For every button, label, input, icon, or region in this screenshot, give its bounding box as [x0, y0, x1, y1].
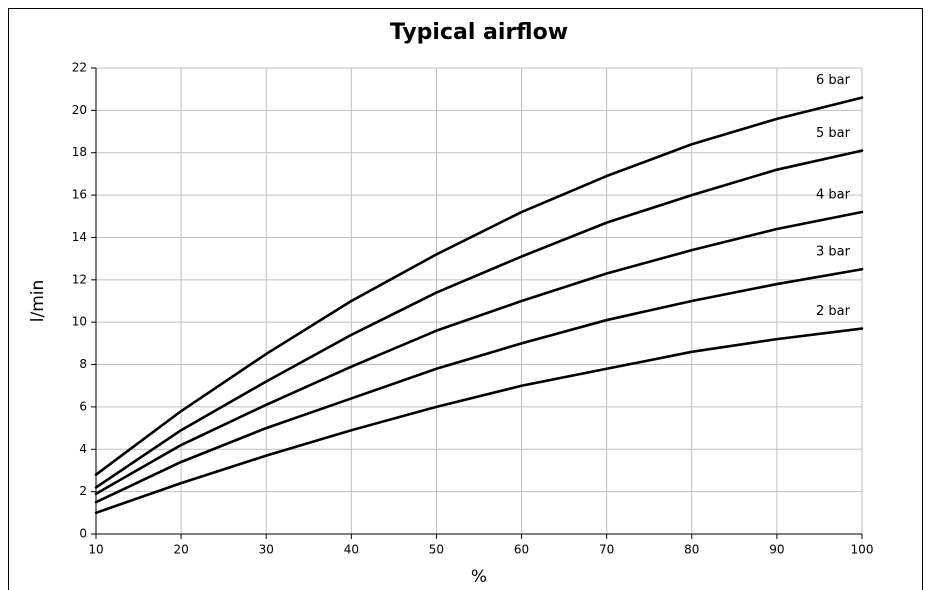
- y-tick-label: 4: [79, 442, 87, 456]
- x-tick-label: 80: [684, 543, 699, 557]
- x-tick-label: 50: [429, 543, 444, 557]
- x-tick-label: 70: [599, 543, 614, 557]
- line-series: [94, 96, 864, 476]
- x-axis-label: %: [471, 567, 487, 587]
- y-tick-label: 12: [72, 272, 87, 286]
- line-series: [94, 267, 864, 504]
- y-tick-label: 2: [79, 484, 87, 498]
- series-label: 3 bar: [816, 245, 851, 260]
- y-tick-label: 18: [72, 145, 87, 159]
- line-series: [94, 149, 864, 489]
- series-label: 2 bar: [816, 304, 851, 319]
- series-label: 5 bar: [816, 126, 851, 141]
- chart-frame: [8, 8, 923, 590]
- line-series: [94, 210, 864, 496]
- y-axis-label: l/min: [28, 280, 48, 323]
- x-tick-label: 40: [344, 543, 359, 557]
- x-tick-label: 30: [259, 543, 274, 557]
- y-tick-label: 10: [72, 315, 87, 329]
- series-label: 4 bar: [816, 188, 851, 203]
- y-tick-label: 20: [72, 103, 87, 117]
- y-tick-label: 6: [79, 399, 87, 413]
- x-tick-label: 90: [769, 543, 784, 557]
- x-tick-label: 100: [851, 543, 874, 557]
- chart-title: Typical airflow: [390, 20, 568, 45]
- line-series: [94, 327, 864, 515]
- x-tick-label: 20: [173, 543, 188, 557]
- y-tick-label: 14: [72, 230, 87, 244]
- y-tick-label: 22: [72, 61, 87, 75]
- x-tick-label: 60: [514, 543, 529, 557]
- y-tick-label: 0: [79, 527, 87, 541]
- series-label: 6 bar: [816, 73, 851, 88]
- y-tick-label: 16: [72, 188, 87, 202]
- x-tick-label: 10: [88, 543, 103, 557]
- y-tick-label: 8: [79, 357, 87, 371]
